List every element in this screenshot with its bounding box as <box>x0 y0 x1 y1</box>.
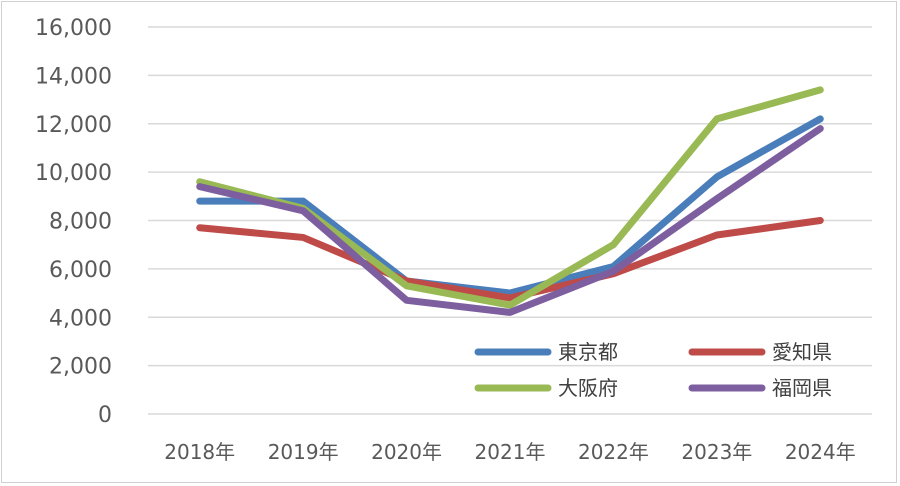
y-axis-tick-labels: 0 2,000 4,000 6,000 8,000 10,000 12,000 14,000 1… <box>35 16 112 428</box>
y-tick-label: 14,000 <box>35 64 112 89</box>
legend-label: 東京都 <box>558 340 618 364</box>
data-point <box>716 234 718 236</box>
y-tick-label: 4,000 <box>49 306 112 331</box>
data-point <box>509 304 511 306</box>
data-point <box>716 176 718 178</box>
y-tick-label: 10,000 <box>35 161 112 186</box>
x-tick-label: 2023年 <box>681 440 752 464</box>
x-tick-label: 2022年 <box>578 440 649 464</box>
data-point <box>612 244 614 246</box>
gridlines <box>148 26 872 415</box>
data-point <box>716 118 718 120</box>
y-tick-label: 8,000 <box>49 210 112 235</box>
legend-label: 愛知県 <box>772 340 832 364</box>
y-tick-label: 2,000 <box>49 355 112 380</box>
y-tick-label: 6,000 <box>49 258 112 283</box>
data-point <box>302 200 304 202</box>
data-point <box>199 227 201 229</box>
legend-label: 福岡県 <box>772 376 832 400</box>
legend-label: 大阪府 <box>558 376 618 400</box>
data-point <box>199 186 201 188</box>
data-point <box>819 128 821 130</box>
series-line-2 <box>196 217 824 302</box>
data-point <box>302 236 304 238</box>
data-point <box>406 299 408 301</box>
data-point <box>509 292 511 294</box>
x-tick-label: 2019年 <box>268 440 339 464</box>
data-point <box>199 200 201 202</box>
data-point <box>819 118 821 120</box>
data-point <box>612 270 614 272</box>
series-lines <box>196 86 824 316</box>
data-point <box>819 89 821 91</box>
data-point <box>302 210 304 212</box>
data-point <box>612 265 614 267</box>
x-tick-label: 2021年 <box>475 440 546 464</box>
data-point <box>199 181 201 183</box>
series-line-3 <box>196 86 824 309</box>
data-point <box>509 297 511 299</box>
x-tick-label: 2020年 <box>371 440 442 464</box>
data-point <box>406 285 408 287</box>
x-tick-label: 2018年 <box>164 440 235 464</box>
data-point <box>819 220 821 221</box>
y-tick-label: 12,000 <box>35 113 112 138</box>
y-tick-label: 0 <box>98 403 112 428</box>
x-tick-label: 2024年 <box>785 440 856 464</box>
data-point <box>406 280 408 282</box>
data-point <box>509 311 511 313</box>
x-axis-tick-labels: 2018年 2019年 2020年 2021年 2022年 2023年 2024年 <box>164 440 855 464</box>
data-point <box>716 198 718 200</box>
y-tick-label: 16,000 <box>35 16 112 41</box>
